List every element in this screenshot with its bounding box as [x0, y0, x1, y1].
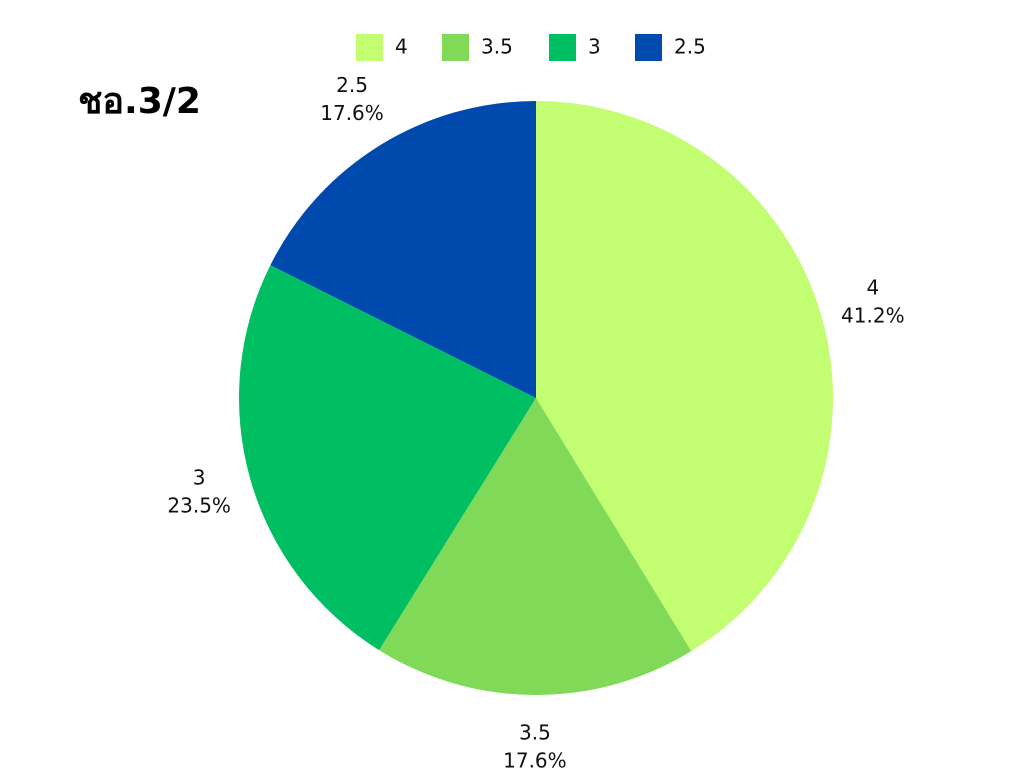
slice-value-label: 17.6% [320, 101, 384, 125]
legend-label: 3 [588, 35, 601, 59]
slice-value-label: 41.2% [841, 303, 905, 327]
slice-category-label: 2.5 [336, 73, 368, 97]
legend-swatch [549, 34, 576, 61]
pie-slice [270, 101, 536, 398]
legend-label: 4 [395, 35, 408, 59]
slice-category-label: 3 [193, 466, 206, 490]
legend-swatch [356, 34, 383, 61]
slice-category-label: 3.5 [519, 720, 551, 744]
slice-value-label: 17.6% [503, 748, 567, 768]
pie-slice [238, 265, 536, 651]
legend-label: 2.5 [674, 35, 706, 59]
legend-swatch [635, 34, 662, 61]
slice-category-label: 4 [866, 275, 879, 299]
pie-slice [379, 398, 692, 696]
slice-value-label: 23.5% [167, 494, 231, 518]
legend-label: 3.5 [481, 35, 513, 59]
pie-slice [536, 101, 833, 652]
legend-swatch [442, 34, 469, 61]
chart-title: ชอ.3/2 [78, 81, 201, 122]
